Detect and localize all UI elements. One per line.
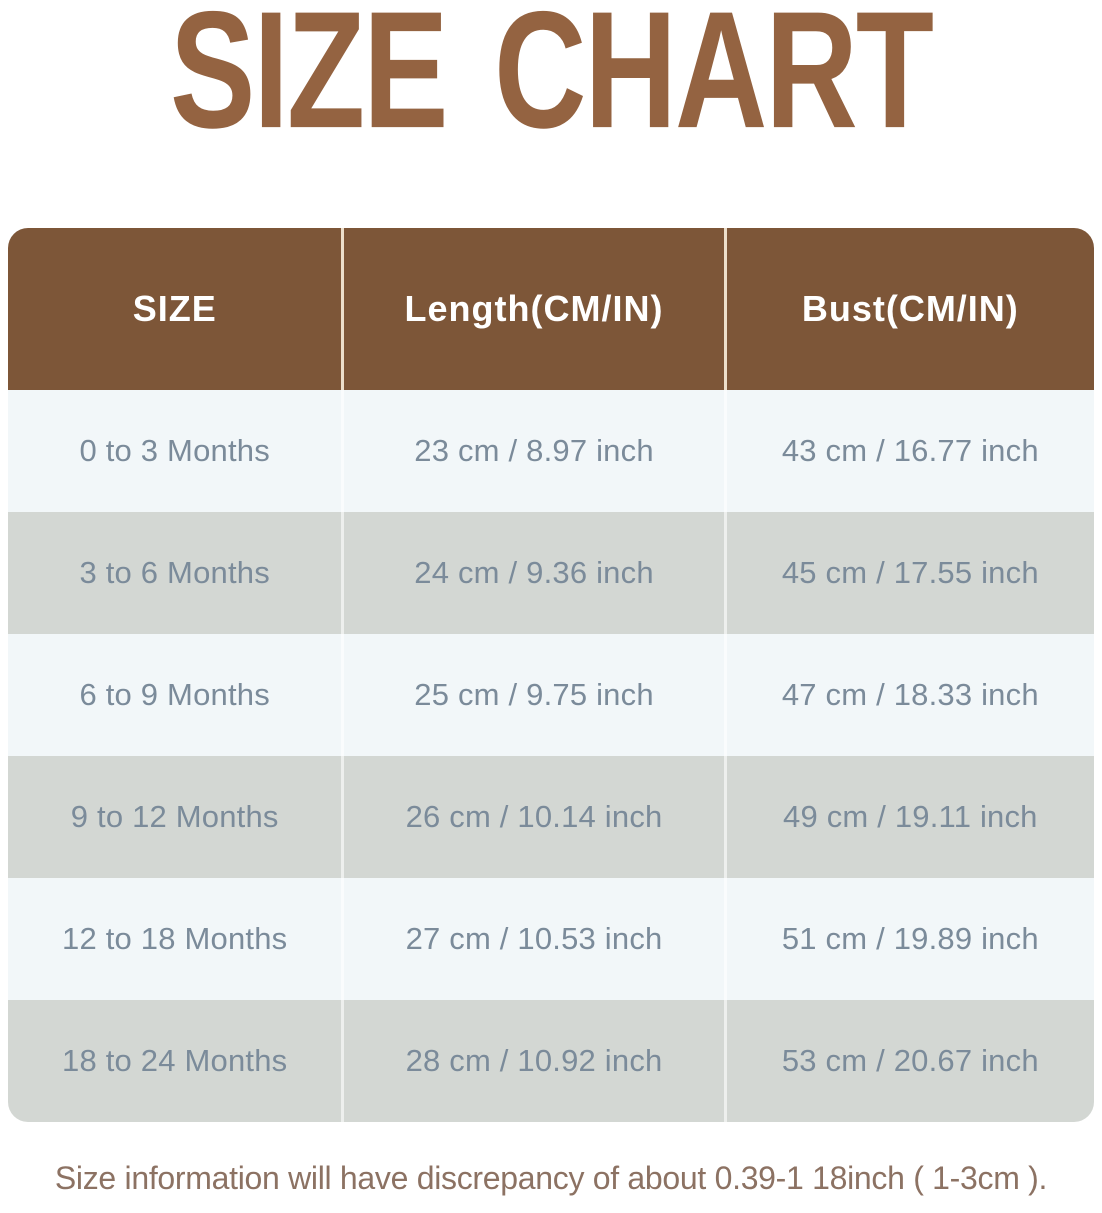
table-row: 9 to 12 Months 26 cm / 10.14 inch 49 cm / … (8, 756, 1094, 878)
column-header-size: SIZE (132, 288, 217, 329)
size-cell: 6 to 9 Months (79, 677, 270, 712)
size-cell: 0 to 3 Months (79, 433, 270, 468)
size-cell: 3 to 6 Months (79, 555, 270, 590)
size-cell: 9 to 12 Months (70, 799, 279, 834)
bust-cell: 45 cm / 17.55 inch (723, 512, 1094, 634)
bust-cell: 49 cm / 19.11 inch (723, 756, 1094, 878)
size-table: SIZE Length(CM/IN) Bust(CM/IN) 0 to 3 Mont… (8, 228, 1094, 1122)
table-header-row: SIZE Length(CM/IN) Bust(CM/IN) (8, 228, 1094, 390)
table-row: 12 to 18 Months 27 cm / 10.53 inch 51 cm /… (8, 878, 1094, 1000)
column-header-length: Length(CM/IN) (341, 228, 723, 390)
bust-cell: 51 cm / 19.89 inch (723, 878, 1094, 1000)
bust-cell: 47 cm / 18.33 inch (723, 634, 1094, 756)
table-row: 3 to 6 Months 24 cm / 9.36 inch 45 cm / 17… (8, 512, 1094, 634)
page-title: SIZE CHART (170, 0, 934, 164)
size-cell: 18 to 24 Months (62, 1043, 288, 1078)
table-row: 6 to 9 Months 25 cm / 9.75 inch 47 cm / 18… (8, 634, 1094, 756)
length-cell: 27 cm / 10.53 inch (341, 878, 723, 1000)
length-cell: 24 cm / 9.36 inch (341, 512, 723, 634)
table-row: 0 to 3 Months 23 cm / 8.97 inch 43 cm / 16… (8, 390, 1094, 512)
bust-cell: 43 cm / 16.77 inch (723, 390, 1094, 512)
table-body: 0 to 3 Months 23 cm / 8.97 inch 43 cm / 16… (8, 390, 1094, 1122)
length-cell: 26 cm / 10.14 inch (341, 756, 723, 878)
length-cell: 28 cm / 10.92 inch (341, 1000, 723, 1122)
bust-cell: 53 cm / 20.67 inch (723, 1000, 1094, 1122)
column-header-bust: Bust(CM/IN) (723, 228, 1094, 390)
length-cell: 25 cm / 9.75 inch (341, 634, 723, 756)
length-cell: 23 cm / 8.97 inch (341, 390, 723, 512)
table-row: 18 to 24 Months 28 cm / 10.92 inch 53 cm /… (8, 1000, 1094, 1122)
footer-note: Size information will have discrepancy o… (54, 1160, 1048, 1196)
size-cell: 12 to 18 Months (62, 921, 288, 956)
title-area: SIZE CHART (0, 0, 1102, 228)
